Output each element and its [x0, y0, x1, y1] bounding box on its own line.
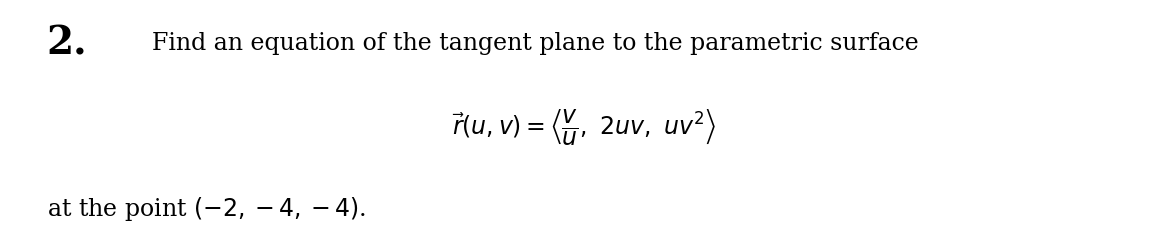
Text: 2.: 2.: [47, 24, 88, 62]
Text: at the point $(-2, -4, -4)$.: at the point $(-2, -4, -4)$.: [47, 195, 366, 223]
Text: Find an equation of the tangent plane to the parametric surface: Find an equation of the tangent plane to…: [152, 32, 918, 55]
Text: $\vec{r}(u, v) = \left\langle \dfrac{v}{u},\ 2uv,\ uv^2 \right\rangle$: $\vec{r}(u, v) = \left\langle \dfrac{v}{…: [452, 107, 716, 147]
